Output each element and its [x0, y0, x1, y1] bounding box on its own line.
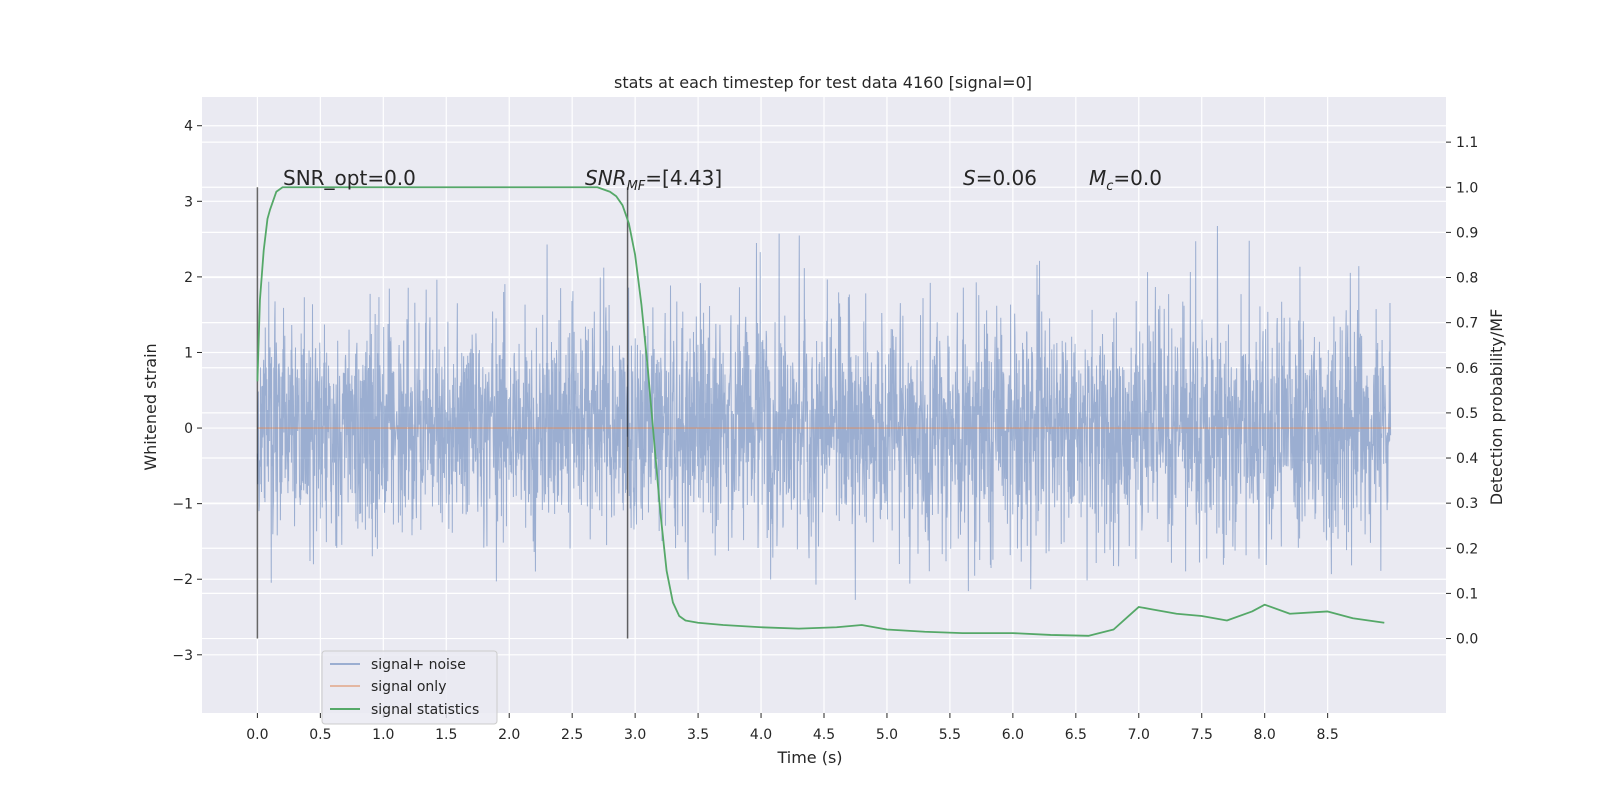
x-tick-label: 5.0 [876, 727, 898, 743]
annotation-s-value: =0.06 [976, 166, 1037, 190]
y2-tick-label: 0.9 [1456, 225, 1478, 241]
y-axis-label: Whitened strain [141, 343, 160, 470]
annotation-snr-mf-sub: MF [627, 179, 646, 194]
annotation-snr-mf-main: SNR [585, 166, 627, 190]
x-tick-label: 4.5 [813, 727, 835, 743]
annotation-s-main: S [963, 166, 976, 190]
x-tick-label: 1.0 [372, 727, 394, 743]
annotation-s: S=0.06 [963, 166, 1037, 190]
legend: signal+ noise signal only signal statist… [321, 650, 498, 725]
series-lines [256, 186, 1391, 639]
y-tick-label: −1 [172, 497, 193, 513]
legend-label-signal-noise: signal+ noise [371, 657, 466, 673]
y2-tick-label: 0.5 [1456, 406, 1478, 422]
annotation-mc-main: M [1089, 166, 1106, 190]
y-tick-label: 4 [184, 119, 193, 135]
y2-tick-label: 0.2 [1456, 541, 1478, 557]
x-tick-label: 8.5 [1317, 727, 1339, 743]
axes: 0.0 0.5 1.0 1.5 2.0 2.5 3.0 3.5 4.0 4.5 5.0 5.5 6.0 6… [172, 119, 1478, 743]
y2-tick-label: 0.1 [1456, 586, 1478, 602]
x-tick-label: 2.5 [561, 727, 583, 743]
x-tick-label: 0.0 [246, 727, 268, 743]
y2-tick-label: 0.6 [1456, 361, 1478, 377]
x-tick-label: 6.0 [1002, 727, 1024, 743]
x-tick-label: 1.5 [435, 727, 457, 743]
x-tick-label: 5.5 [939, 727, 961, 743]
chart-title: stats at each timestep for test data 416… [614, 73, 1032, 92]
y-tick-label: 2 [184, 270, 193, 286]
annotation-mc-sub: c [1106, 179, 1113, 194]
x-tick-label: 0.5 [309, 727, 331, 743]
series-signal-noise [256, 225, 1392, 600]
annotation-mc-value: =0.0 [1113, 166, 1162, 190]
x-tick-label: 7.5 [1191, 727, 1213, 743]
y-tick-label: 1 [184, 345, 193, 361]
y2-tick-label: 0.3 [1456, 496, 1478, 512]
legend-label-signal-statistics: signal statistics [371, 702, 479, 718]
y2-tick-label: 1.0 [1456, 180, 1478, 196]
y2-tick-label: 0.0 [1456, 632, 1478, 648]
y-tick-label: −2 [172, 572, 193, 588]
x-tick-label: 4.0 [750, 727, 772, 743]
y2-tick-label: 0.4 [1456, 451, 1478, 467]
x-tick-label: 3.0 [624, 727, 646, 743]
y2-tick-label: 0.7 [1456, 316, 1478, 332]
annotation-snr-opt: SNR_opt=0.0 [283, 166, 416, 190]
x-tick-label: 3.5 [687, 727, 709, 743]
y-tick-label: 0 [184, 421, 193, 437]
annotation-snr-mf: SNRMF=[4.43] [585, 166, 722, 194]
x-axis-label: Time (s) [776, 748, 842, 767]
y2-tick-label: 1.1 [1456, 135, 1478, 151]
x-tick-label: 7.0 [1128, 727, 1150, 743]
legend-box [321, 650, 498, 725]
y-tick-label: 3 [184, 194, 193, 210]
annotation-snr-mf-value: =[4.43] [645, 166, 722, 190]
x-tick-label: 8.0 [1254, 727, 1276, 743]
signal-statistics-line [256, 186, 1385, 637]
signal-noise-line [256, 225, 1392, 600]
y2-tick-label: 0.8 [1456, 271, 1478, 287]
y2-axis-label: Detection probability/MF [1487, 309, 1506, 506]
legend-label-signal-only: signal only [371, 679, 446, 695]
x-tick-label: 6.5 [1065, 727, 1087, 743]
x-tick-label: 2.0 [498, 727, 520, 743]
annotation-mc: Mc=0.0 [1089, 166, 1162, 194]
y-tick-label: −3 [172, 648, 193, 664]
